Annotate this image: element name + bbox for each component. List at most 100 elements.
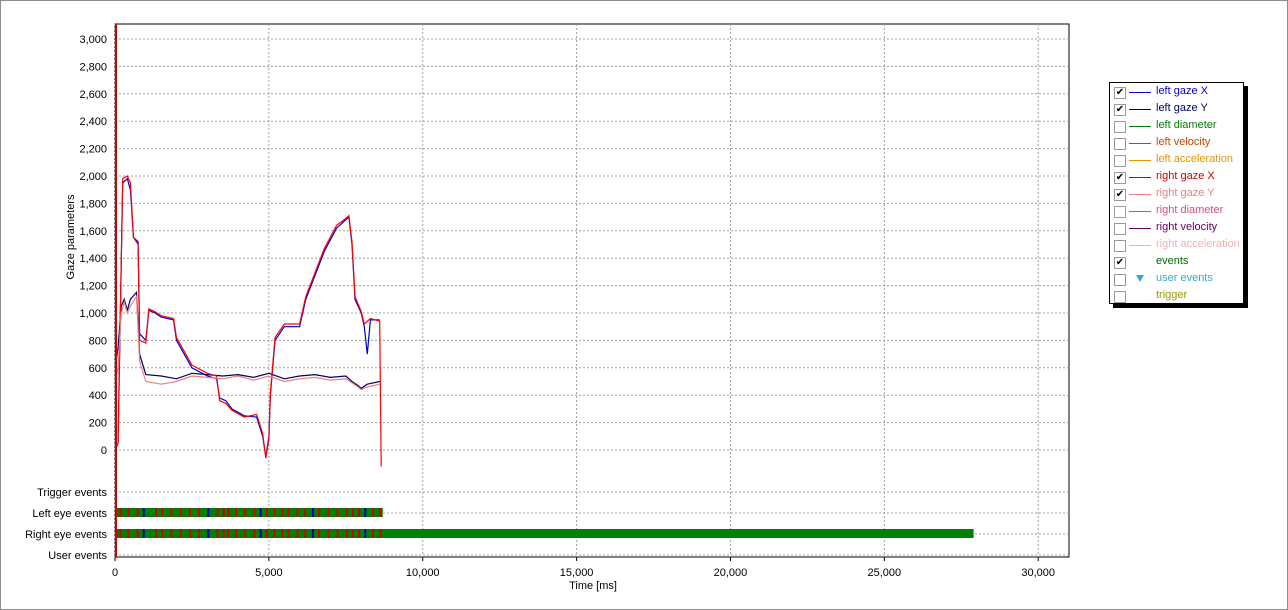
y-tick-label: 600 <box>89 363 107 375</box>
event-marker <box>318 529 321 538</box>
legend-item[interactable]: left velocity <box>1110 135 1243 152</box>
event-marker <box>253 529 256 538</box>
legend-checkbox[interactable] <box>1114 223 1126 235</box>
legend-swatch <box>1129 160 1151 161</box>
event-marker <box>136 529 139 538</box>
legend-checkbox[interactable]: ✔ <box>1114 257 1126 269</box>
event-marker <box>281 529 284 538</box>
event-marker <box>327 508 330 517</box>
x-tick-label: 10,000 <box>406 567 440 579</box>
event-marker <box>358 508 361 517</box>
legend-label: left gaze Y <box>1156 102 1208 114</box>
x-tick-label: 30,000 <box>1021 567 1055 579</box>
event-marker <box>198 529 201 538</box>
event-marker <box>259 508 262 517</box>
event-marker <box>127 508 130 517</box>
legend-item[interactable]: ✔ left gaze Y <box>1110 101 1243 118</box>
legend-item[interactable]: right acceleration <box>1110 237 1243 254</box>
y-tick-label: 2,800 <box>79 61 107 73</box>
legend-swatch <box>1129 177 1151 178</box>
event-marker <box>127 529 130 538</box>
event-marker <box>170 508 173 517</box>
y-axis-title: Gaze parameters <box>65 194 77 279</box>
y-tick-label: 2,600 <box>79 89 107 101</box>
legend-item[interactable]: user events <box>1110 271 1243 288</box>
event-marker <box>304 529 307 538</box>
legend-checkbox[interactable] <box>1114 206 1126 218</box>
y-tick-label: 2,400 <box>79 116 107 128</box>
event-marker <box>161 508 164 517</box>
x-tick-label: 5,000 <box>255 567 283 579</box>
event-bars <box>117 508 974 538</box>
y-tick-label: 1,200 <box>79 281 107 293</box>
legend-checkbox[interactable] <box>1114 240 1126 252</box>
x-tick-label: 25,000 <box>868 567 902 579</box>
y-tick-label: 400 <box>89 390 107 402</box>
legend-checkbox[interactable] <box>1114 155 1126 167</box>
y-tick-label: 1,800 <box>79 198 107 210</box>
event-marker <box>281 508 284 517</box>
legend-checkbox[interactable] <box>1114 138 1126 150</box>
triangle-marker-icon <box>1136 275 1144 282</box>
series-line-right-gaze-Y <box>114 294 380 391</box>
y-tick-label: 800 <box>89 335 107 347</box>
legend-checkbox[interactable]: ✔ <box>1114 87 1126 99</box>
legend-swatch <box>1129 92 1151 93</box>
legend-checkbox[interactable] <box>1114 121 1126 133</box>
event-marker <box>371 529 374 538</box>
event-marker <box>207 529 210 538</box>
legend-item[interactable]: right velocity <box>1110 220 1243 237</box>
legend-item[interactable]: right diameter <box>1110 203 1243 220</box>
legend-item[interactable]: ✔ right gaze Y <box>1110 186 1243 203</box>
event-marker <box>235 508 238 517</box>
event-marker <box>336 508 339 517</box>
event-marker <box>265 508 268 517</box>
event-marker <box>207 508 210 517</box>
legend-swatch <box>1129 228 1151 229</box>
event-marker <box>119 529 122 538</box>
legend-checkbox[interactable] <box>1114 274 1126 286</box>
legend-item[interactable]: ✔ left gaze X <box>1110 84 1243 101</box>
event-marker <box>227 529 230 538</box>
event-marker <box>188 508 191 517</box>
y-tick-label: 1,000 <box>79 308 107 320</box>
x-tick-label: 20,000 <box>714 567 748 579</box>
event-marker <box>311 508 314 517</box>
y-tick-label: 2,200 <box>79 144 107 156</box>
legend-checkbox[interactable]: ✔ <box>1114 189 1126 201</box>
event-marker <box>371 508 374 517</box>
y-tick-label: 2,000 <box>79 171 107 183</box>
legend-item[interactable]: left acceleration <box>1110 152 1243 169</box>
legend-checkbox[interactable]: ✔ <box>1114 104 1126 116</box>
event-marker <box>287 508 290 517</box>
legend-swatch <box>1129 143 1151 144</box>
legend-swatch <box>1129 211 1151 212</box>
event-marker <box>142 508 145 517</box>
event-marker <box>136 508 139 517</box>
event-marker <box>216 508 219 517</box>
legend-item[interactable]: left diameter <box>1110 118 1243 135</box>
series-line-right-gaze-X <box>114 175 382 467</box>
event-marker <box>188 529 191 538</box>
event-marker <box>155 529 158 538</box>
legend-label: right acceleration <box>1156 238 1240 250</box>
legend-label: events <box>1156 255 1189 267</box>
event-marker <box>244 508 247 517</box>
legend-label: left velocity <box>1156 136 1211 148</box>
event-marker <box>379 529 382 538</box>
legend-label: user events <box>1156 272 1213 284</box>
legend-item[interactable]: ✔ right gaze X <box>1110 169 1243 186</box>
legend-label: right gaze Y <box>1156 187 1215 199</box>
event-marker <box>265 529 268 538</box>
tick-labels: 0 200 400 600 800 1,000 1,200 1,400 1,600 1,800 2,… <box>25 34 1055 579</box>
event-row-label: User events <box>48 550 107 562</box>
legend: ✔ left gaze X ✔ left gaze Y left diameter lef… <box>1109 82 1244 304</box>
legend-item[interactable]: trigger <box>1110 288 1243 305</box>
legend-label: right gaze X <box>1156 170 1215 182</box>
legend-label: left acceleration <box>1156 153 1234 165</box>
event-marker <box>179 529 182 538</box>
legend-item[interactable]: ✔ events <box>1110 254 1243 271</box>
legend-checkbox[interactable] <box>1114 291 1126 303</box>
legend-checkbox[interactable]: ✔ <box>1114 172 1126 184</box>
